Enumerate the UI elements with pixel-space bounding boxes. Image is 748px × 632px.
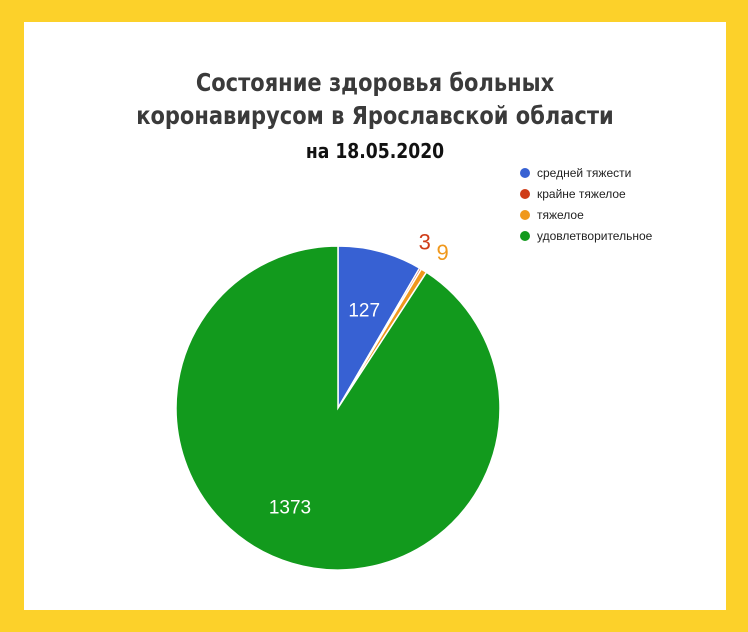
pie-label-satisfactory: 1373 — [269, 498, 311, 519]
legend-swatch-satisfactory — [520, 230, 530, 241]
pie-slice-moderate — [337, 245, 421, 411]
legend-swatch-critical — [520, 188, 530, 199]
pie-chart: 127 3 9 1373 — [175, 229, 501, 571]
legend-label-severe: тяжелое — [537, 207, 584, 222]
legend-item-critical: крайне тяжелое — [520, 183, 652, 204]
chart-title-line-1: Состояние здоровья больных — [195, 68, 555, 97]
chart-subtitle: на 18.05.2020 — [305, 139, 445, 163]
legend-item-satisfactory: удовлетворительное — [520, 225, 652, 246]
legend-swatch-severe — [520, 209, 530, 220]
legend: средней тяжести крайне тяжелое тяжелое у… — [520, 162, 652, 246]
chart-title: Состояние здоровья больных коронавирусом… — [80, 66, 670, 132]
legend-item-moderate: средней тяжести — [520, 162, 652, 183]
pie-label-moderate: 127 — [348, 301, 380, 322]
pie-label-severe: 9 — [436, 240, 448, 265]
legend-label-satisfactory: удовлетворительное — [537, 228, 653, 243]
chart-card: Состояние здоровья больных коронавирусом… — [24, 22, 726, 610]
legend-label-critical: крайне тяжелое — [537, 186, 626, 201]
pie-slice-satisfactory — [175, 245, 501, 571]
chart-title-line-2: коронавирусом в Ярославской области — [136, 101, 614, 130]
legend-label-moderate: средней тяжести — [537, 165, 632, 180]
legend-swatch-moderate — [520, 167, 530, 178]
legend-item-severe: тяжелое — [520, 204, 652, 225]
pie-label-critical: 3 — [419, 229, 431, 254]
